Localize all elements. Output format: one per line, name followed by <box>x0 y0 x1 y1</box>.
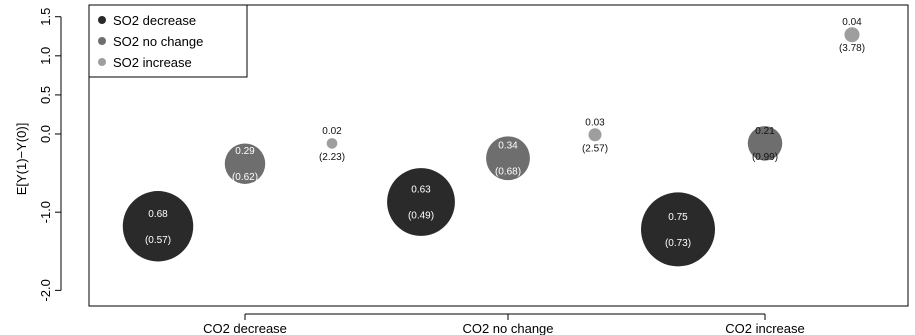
point-label-se-2-0: (2.23) <box>319 152 345 163</box>
y-tick-label-1: -1.0 <box>38 201 53 223</box>
x-axis: CO2 decrease CO2 no change CO2 increase <box>203 314 805 335</box>
point-label-se-2-1: (2.57) <box>582 143 608 154</box>
point-label-prop-1-1: 0.34 <box>498 141 518 152</box>
point-2-2 <box>844 27 859 42</box>
y-tick-label-5: 1.5 <box>38 8 53 26</box>
x-tick-label-2: CO2 increase <box>725 321 804 335</box>
legend-marker-2 <box>98 58 106 66</box>
point-0-1 <box>387 168 455 236</box>
point-label-prop-0-0: 0.68 <box>148 209 168 220</box>
point-label-prop-0-2: 0.75 <box>668 212 688 223</box>
y-tick-label-4: 1.0 <box>38 47 53 65</box>
point-label-se-2-2: (3.78) <box>839 43 865 54</box>
y-tick-label-2: 0.0 <box>38 125 53 143</box>
point-label-se-1-2: (0.99) <box>752 152 778 163</box>
legend: SO2 decrease SO2 no change SO2 increase <box>89 5 247 77</box>
legend-marker-0 <box>98 16 106 24</box>
point-label-prop-2-2: 0.04 <box>842 17 862 28</box>
point-label-prop-2-1: 0.03 <box>585 117 605 128</box>
point-2-0 <box>327 138 338 149</box>
x-tick-label-1: CO2 no change <box>462 321 553 335</box>
point-label-se-1-0: (0.62) <box>232 172 258 183</box>
point-label-prop-2-0: 0.02 <box>322 126 342 137</box>
legend-label-0: SO2 decrease <box>113 13 196 28</box>
y-axis: -2.0 -1.0 0.0 0.5 1.0 1.5 <box>38 8 61 302</box>
point-label-prop-1-0: 0.29 <box>235 146 255 157</box>
y-axis-title: E[Y(1)−Y(0)] <box>14 123 29 196</box>
point-label-se-0-2: (0.73) <box>665 238 691 249</box>
legend-label-2: SO2 increase <box>113 55 192 70</box>
y-tick-label-3: 0.5 <box>38 86 53 104</box>
y-tick-label-0: -2.0 <box>38 279 53 301</box>
point-label-prop-0-1: 0.63 <box>411 185 431 196</box>
legend-marker-1 <box>98 37 106 45</box>
x-tick-label-0: CO2 decrease <box>203 321 287 335</box>
point-label-se-0-0: (0.57) <box>145 235 171 246</box>
point-2-1 <box>588 128 601 141</box>
legend-label-1: SO2 no change <box>113 34 203 49</box>
point-label-se-1-1: (0.68) <box>495 167 521 178</box>
point-0-0 <box>123 191 193 261</box>
point-0-2 <box>641 192 715 266</box>
point-label-se-0-1: (0.49) <box>408 211 434 222</box>
point-label-prop-1-2: 0.21 <box>755 126 775 137</box>
